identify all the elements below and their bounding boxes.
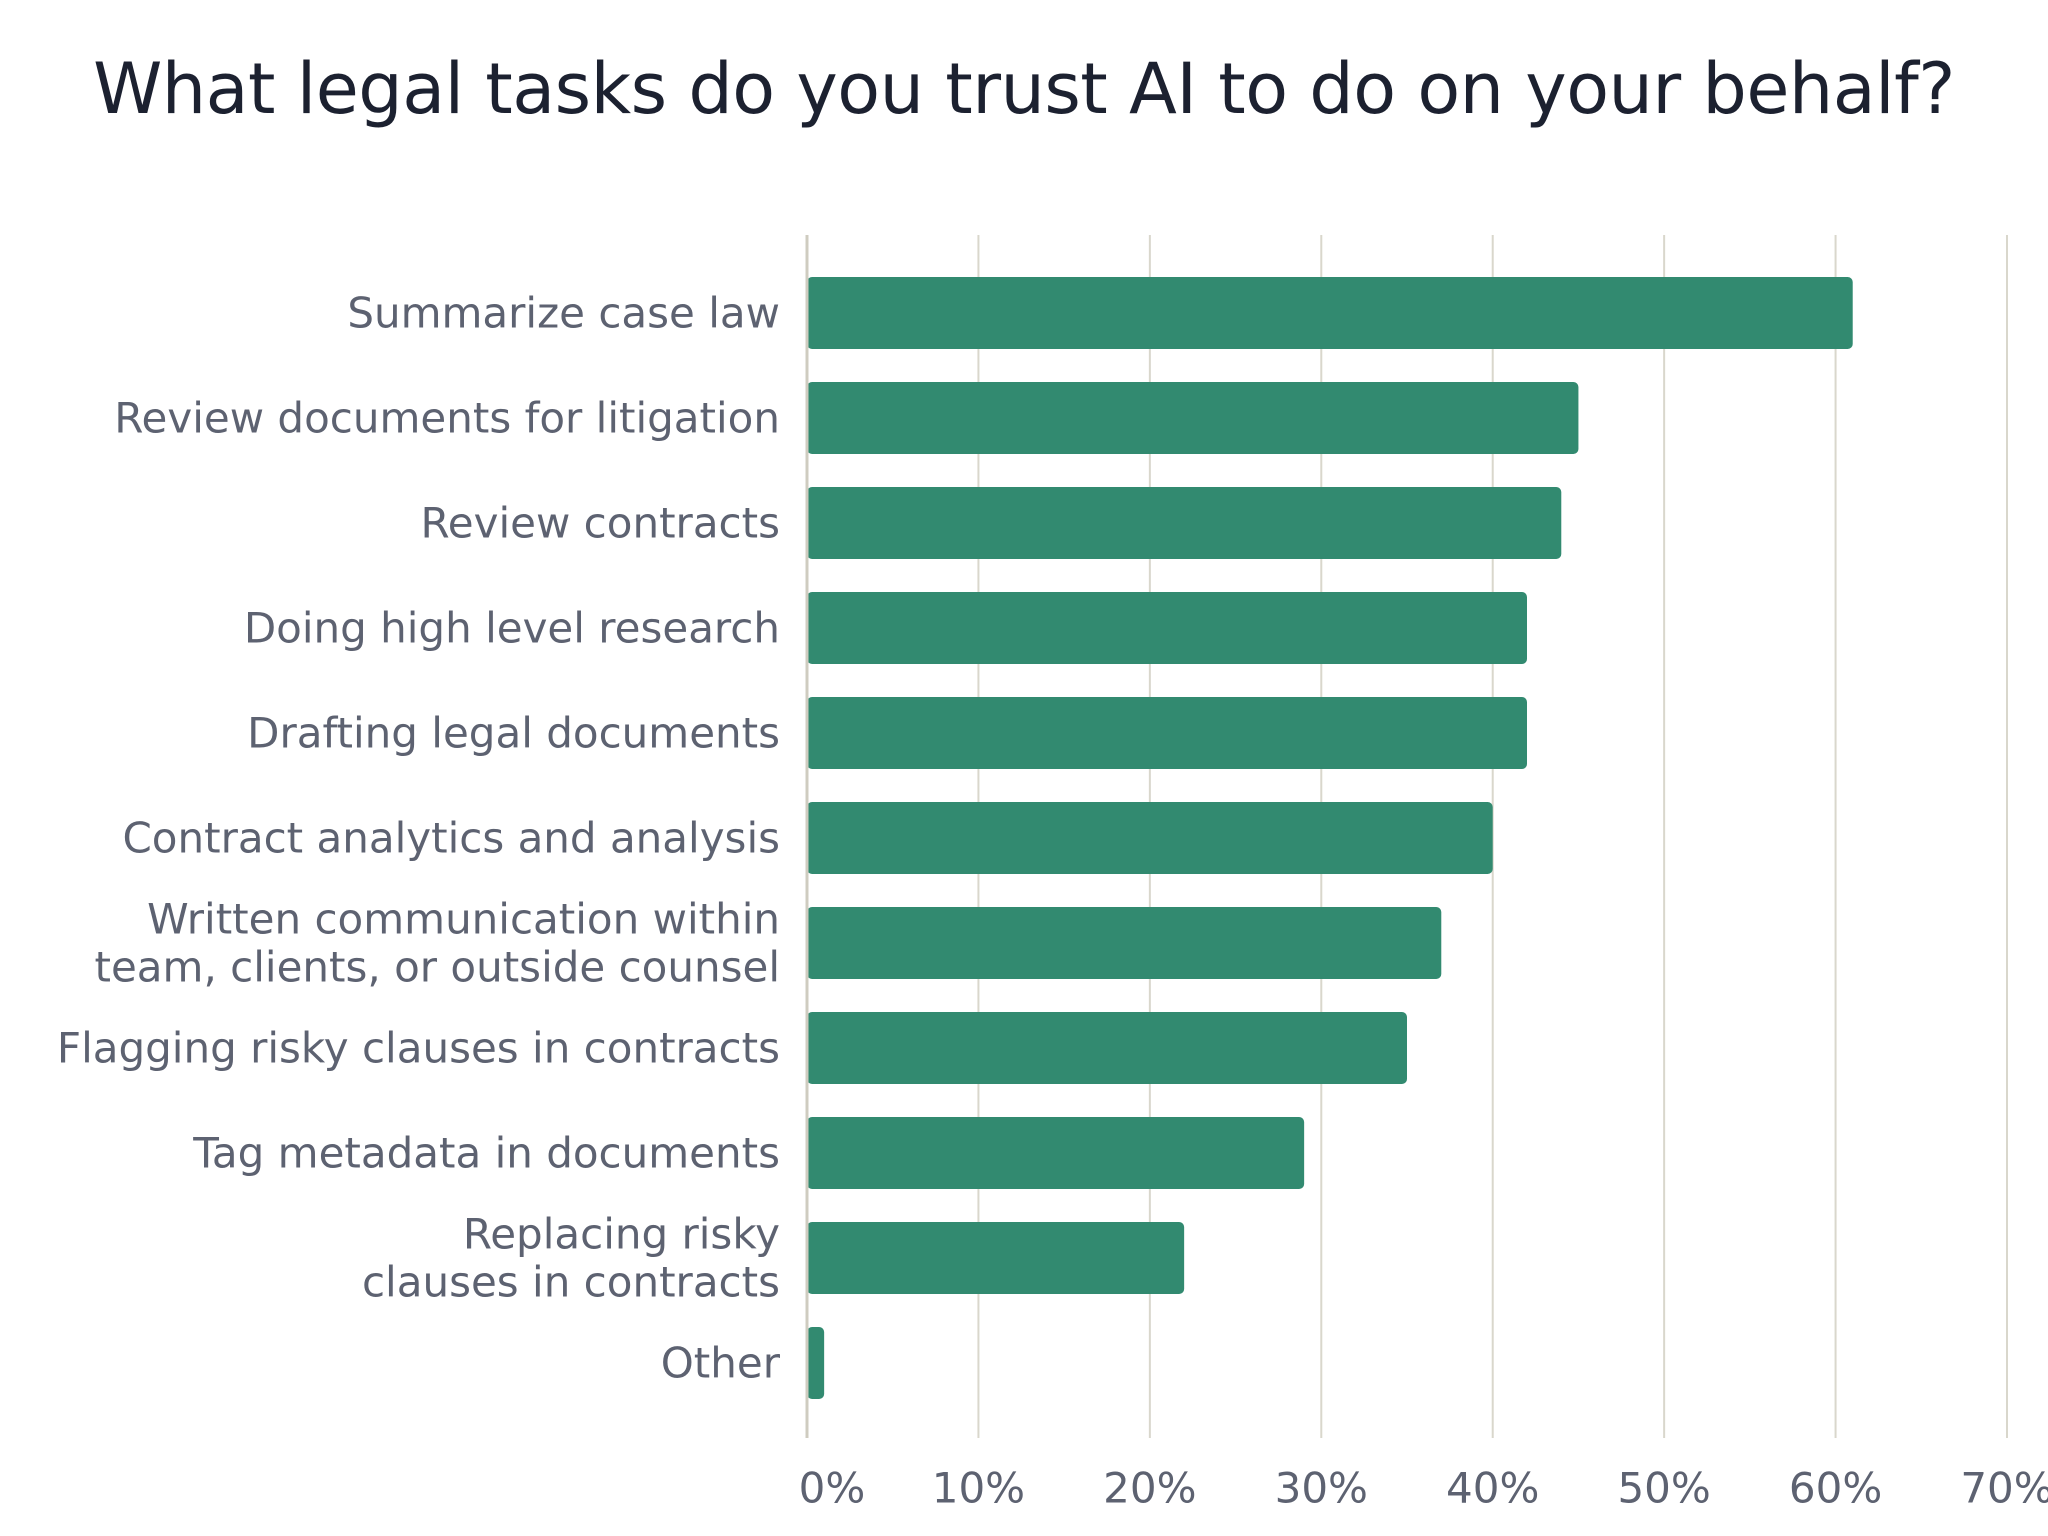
category-label: Doing high level research (244, 604, 780, 653)
bar (807, 907, 1442, 979)
bar (807, 697, 1527, 769)
category-label: Review documents for litigation (114, 394, 780, 443)
bar (807, 1222, 1185, 1294)
bar (807, 382, 1579, 454)
category-label: Other (661, 1339, 781, 1388)
x-tick-label: 60% (1789, 1464, 1882, 1513)
chart-title: What legal tasks do you trust AI to do o… (93, 48, 1955, 130)
category-label: Flagging risky clauses in contracts (57, 1024, 780, 1073)
bar (807, 487, 1562, 559)
category-label: Summarize case law (347, 289, 780, 338)
category-label: Contract analytics and analysis (122, 814, 780, 863)
bar (807, 802, 1493, 874)
category-label: Review contracts (420, 499, 780, 548)
x-tick-label: 40% (1446, 1464, 1539, 1513)
x-tick-label: 20% (1103, 1464, 1196, 1513)
bar (807, 1012, 1407, 1084)
x-tick-label: 10% (932, 1464, 1025, 1513)
bar (807, 592, 1527, 664)
category-label: Tag metadata in documents (192, 1129, 780, 1178)
bar (807, 277, 1853, 349)
x-tick-label: 0% (799, 1464, 866, 1513)
category-label: Written communication within team, client… (94, 895, 780, 992)
x-tick-label: 30% (1275, 1464, 1368, 1513)
x-tick-labels: 0% 10% 20% 30% 40% 50% 60% 70% (799, 1464, 2048, 1513)
bar (807, 1327, 825, 1399)
category-label: Drafting legal documents (247, 709, 780, 758)
category-labels: Summarize case law Review documents for l… (57, 289, 781, 1388)
bars (807, 277, 1853, 1399)
category-label: Replacing risky clauses in contracts (362, 1210, 780, 1307)
x-tick-label: 50% (1617, 1464, 1710, 1513)
bar (807, 1117, 1305, 1189)
x-tick-label: 70% (1960, 1464, 2048, 1513)
